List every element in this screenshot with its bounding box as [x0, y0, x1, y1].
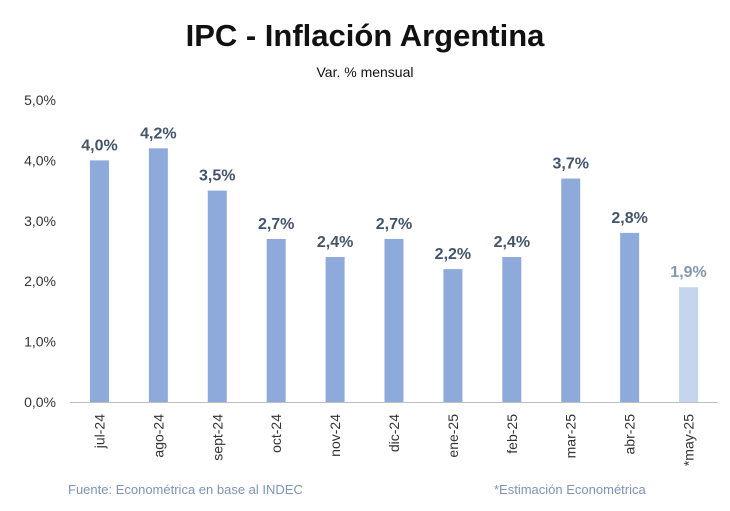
x-tick-label: mar-25 [563, 414, 579, 459]
data-label: 2,4% [494, 234, 530, 251]
estimate-note: *Estimación Econométrica [494, 482, 646, 497]
x-tick-label: abr-25 [622, 414, 638, 455]
data-label: 2,8% [611, 210, 647, 227]
bar [266, 238, 286, 402]
x-tick-label: dic-24 [386, 414, 402, 452]
data-label: 2,7% [376, 216, 412, 233]
x-tick-label: oct-24 [268, 414, 284, 453]
y-tick-label: 0,0% [24, 394, 56, 410]
bar [384, 238, 404, 402]
data-label: 4,2% [140, 125, 176, 142]
x-tick-label: *may-25 [681, 414, 697, 466]
data-label: 2,2% [435, 246, 471, 263]
y-tick-label: 2,0% [24, 273, 56, 289]
chart-title: IPC - Inflación Argentina [185, 18, 545, 53]
x-tick-label: nov-24 [327, 414, 343, 457]
data-label: 4,0% [81, 137, 117, 154]
y-tick-label: 5,0% [24, 92, 56, 108]
x-tick-label: sept-24 [209, 414, 225, 461]
bar [620, 232, 640, 402]
bar [561, 178, 581, 402]
data-label: 2,4% [317, 234, 353, 251]
bar [679, 287, 699, 402]
bar [325, 257, 345, 402]
bar [502, 257, 522, 402]
source-note: Fuente: Econométrica en base al INDEC [68, 482, 303, 497]
chart-subtitle: Var. % mensual [316, 64, 414, 80]
bar [148, 148, 168, 402]
x-tick-label: ago-24 [150, 414, 166, 458]
bar [207, 190, 227, 402]
y-tick-label: 3,0% [24, 213, 56, 229]
data-label: 1,9% [670, 264, 706, 281]
x-tick-label: ene-25 [445, 414, 461, 458]
y-tick-label: 1,0% [24, 334, 56, 350]
data-label: 2,7% [258, 216, 294, 233]
y-tick-label: 4,0% [24, 152, 56, 168]
data-label: 3,7% [552, 156, 588, 173]
bar [443, 269, 463, 402]
x-tick-label: feb-25 [504, 414, 520, 454]
data-label: 3,5% [199, 168, 235, 185]
bar [89, 160, 109, 402]
x-tick-label: jul-24 [91, 414, 107, 449]
